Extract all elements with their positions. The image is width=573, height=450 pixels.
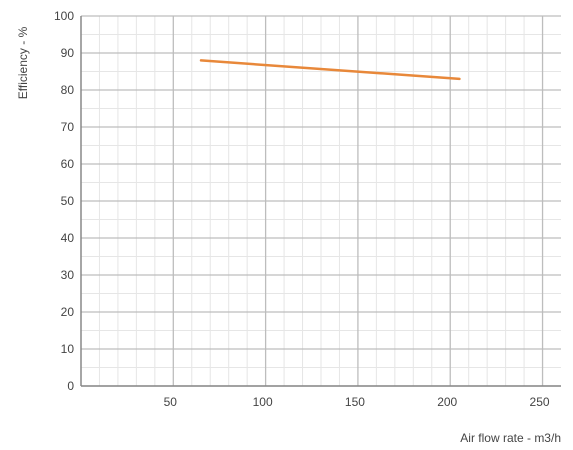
x-tick-label: 250 [530, 395, 550, 409]
y-tick-label: 90 [61, 46, 75, 60]
axes [80, 16, 561, 387]
y-tick-label: 70 [61, 120, 75, 134]
y-tick-label: 20 [61, 305, 75, 319]
y-tick-label: 0 [67, 379, 74, 393]
efficiency-series-line [199, 59, 461, 81]
y-axis-label: Efficiency - % [16, 26, 30, 99]
tick-labels: 0 10 20 30 40 50 60 70 80 90 100 50 100 150 200 250 [54, 9, 550, 409]
y-tick-label: 10 [61, 342, 75, 356]
y-tick-label: 60 [61, 157, 75, 171]
y-tick-label: 30 [61, 268, 75, 282]
y-tick-label: 100 [54, 9, 74, 23]
x-tick-label: 50 [164, 395, 178, 409]
y-tick-label: 50 [61, 194, 75, 208]
series-layer [199, 59, 461, 81]
y-tick-label: 80 [61, 83, 75, 97]
x-tick-label: 100 [253, 395, 273, 409]
x-tick-label: 200 [437, 395, 457, 409]
grid [81, 15, 561, 387]
x-axis-label: Air flow rate - m3/h [460, 431, 561, 445]
x-tick-label: 150 [345, 395, 365, 409]
y-tick-label: 40 [61, 231, 75, 245]
